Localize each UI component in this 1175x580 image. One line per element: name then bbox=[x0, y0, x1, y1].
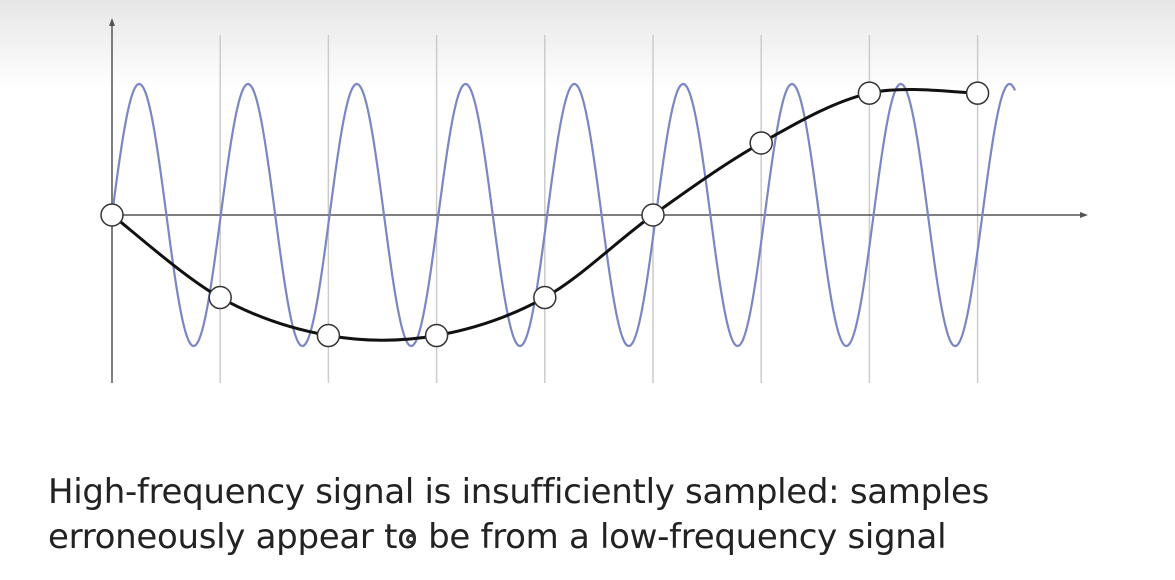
axes bbox=[109, 18, 1088, 383]
x-axis-arrow bbox=[1080, 212, 1088, 218]
sample-point bbox=[208, 285, 232, 310]
sample-point bbox=[965, 81, 990, 105]
sample-point bbox=[100, 203, 124, 227]
sample-point bbox=[533, 285, 557, 310]
sample-point bbox=[641, 203, 665, 227]
sample-point bbox=[424, 323, 449, 348]
caption: High-frequency signal is insufficiently … bbox=[48, 470, 1148, 560]
sample-point bbox=[749, 131, 773, 155]
sample-point bbox=[316, 323, 341, 348]
caption-line-1: High-frequency signal is insufficiently … bbox=[48, 472, 990, 512]
sample-point bbox=[857, 81, 882, 105]
y-axis-arrow bbox=[109, 18, 115, 26]
high-frequency-signal bbox=[110, 82, 1017, 348]
caption-line-2: erroneously appear to be from a low-freq… bbox=[48, 517, 947, 557]
aliasing-diagram bbox=[100, 18, 1088, 383]
mouse-cursor-icon bbox=[406, 534, 416, 544]
sample-points bbox=[100, 81, 990, 348]
top-shade bbox=[0, 0, 1175, 90]
